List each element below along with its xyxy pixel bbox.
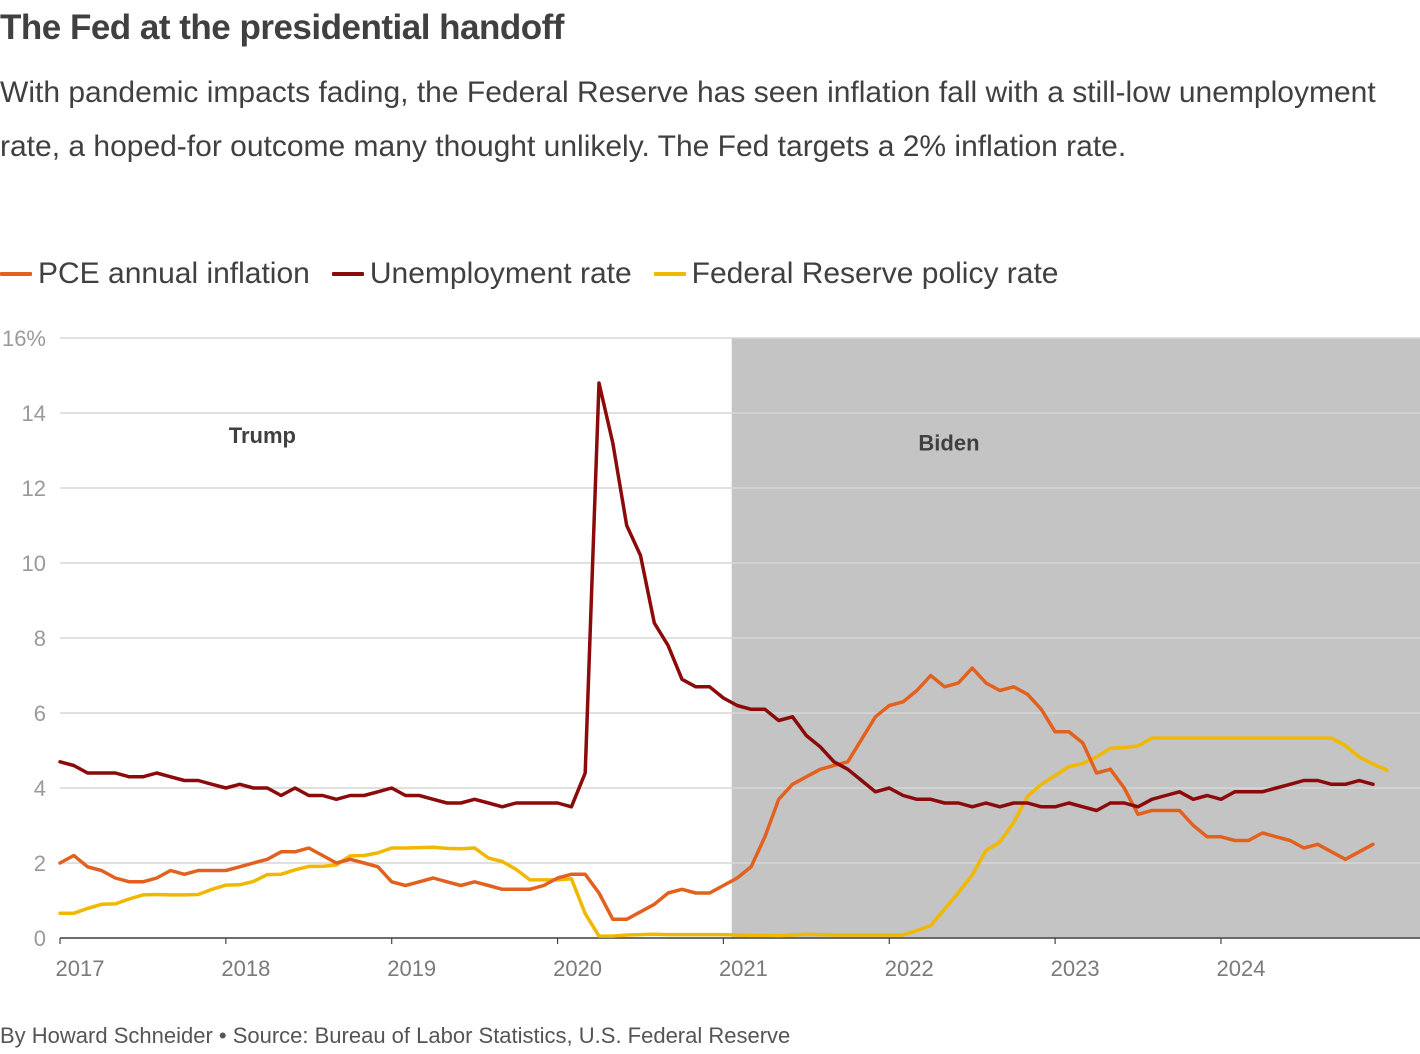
source-credit: By Howard Schneider • Source: Bureau of …: [0, 1023, 791, 1048]
legend: PCE annual inflation Unemployment rate F…: [0, 252, 1080, 296]
legend-item-pce: PCE annual inflation: [0, 257, 310, 291]
chart-title: The Fed at the presidential handoff: [0, 8, 564, 47]
x-tick-label: 2020: [553, 956, 602, 981]
chart-subtitle: With pandemic impacts fading, the Federa…: [0, 76, 1376, 163]
x-tick-label: 2023: [1051, 956, 1100, 981]
x-tick-label: 2021: [719, 956, 768, 981]
legend-swatch-pce: [0, 272, 32, 276]
y-tick-label: 10: [22, 551, 46, 576]
series-line-pce-annual-inflation: [58, 666, 1375, 922]
y-tick-label: 0: [34, 926, 46, 951]
legend-item-policy-rate: Federal Reserve policy rate: [653, 257, 1059, 291]
x-tick-label: 2018: [221, 956, 270, 981]
legend-label-policy-rate: Federal Reserve policy rate: [691, 257, 1059, 290]
y-tick-label: 12: [22, 476, 46, 501]
legend-label-pce: PCE annual inflation: [38, 257, 310, 290]
y-tick-label: 6: [34, 701, 46, 726]
legend-label-unemployment: Unemployment rate: [369, 257, 632, 290]
x-tick-label: 2022: [885, 956, 934, 981]
y-tick-label: 16%: [2, 326, 46, 351]
y-tick-label: 4: [34, 776, 46, 801]
y-tick-label: 8: [34, 626, 46, 651]
x-tick-label: 2017: [56, 956, 105, 981]
legend-item-unemployment: Unemployment rate: [331, 257, 632, 291]
series-line-unemployment-rate: [58, 381, 1375, 813]
annotation-trump: Trump: [229, 423, 296, 448]
y-tick-label: 14: [22, 401, 46, 426]
y-tick-label: 2: [34, 851, 46, 876]
series-line-federal-reserve-policy-rate: [58, 736, 1389, 938]
x-tick-label: 2019: [387, 956, 436, 981]
annotation-biden: Biden: [918, 431, 979, 456]
x-tick-label: 2024: [1216, 956, 1265, 981]
legend-swatch-policy-rate: [653, 272, 686, 276]
line-chart: 0 2 4 6 8 10 12 14 16% 2017 2018 2019 2020 2021 2022 20…: [2, 326, 1420, 981]
legend-swatch-unemployment: [331, 272, 364, 276]
